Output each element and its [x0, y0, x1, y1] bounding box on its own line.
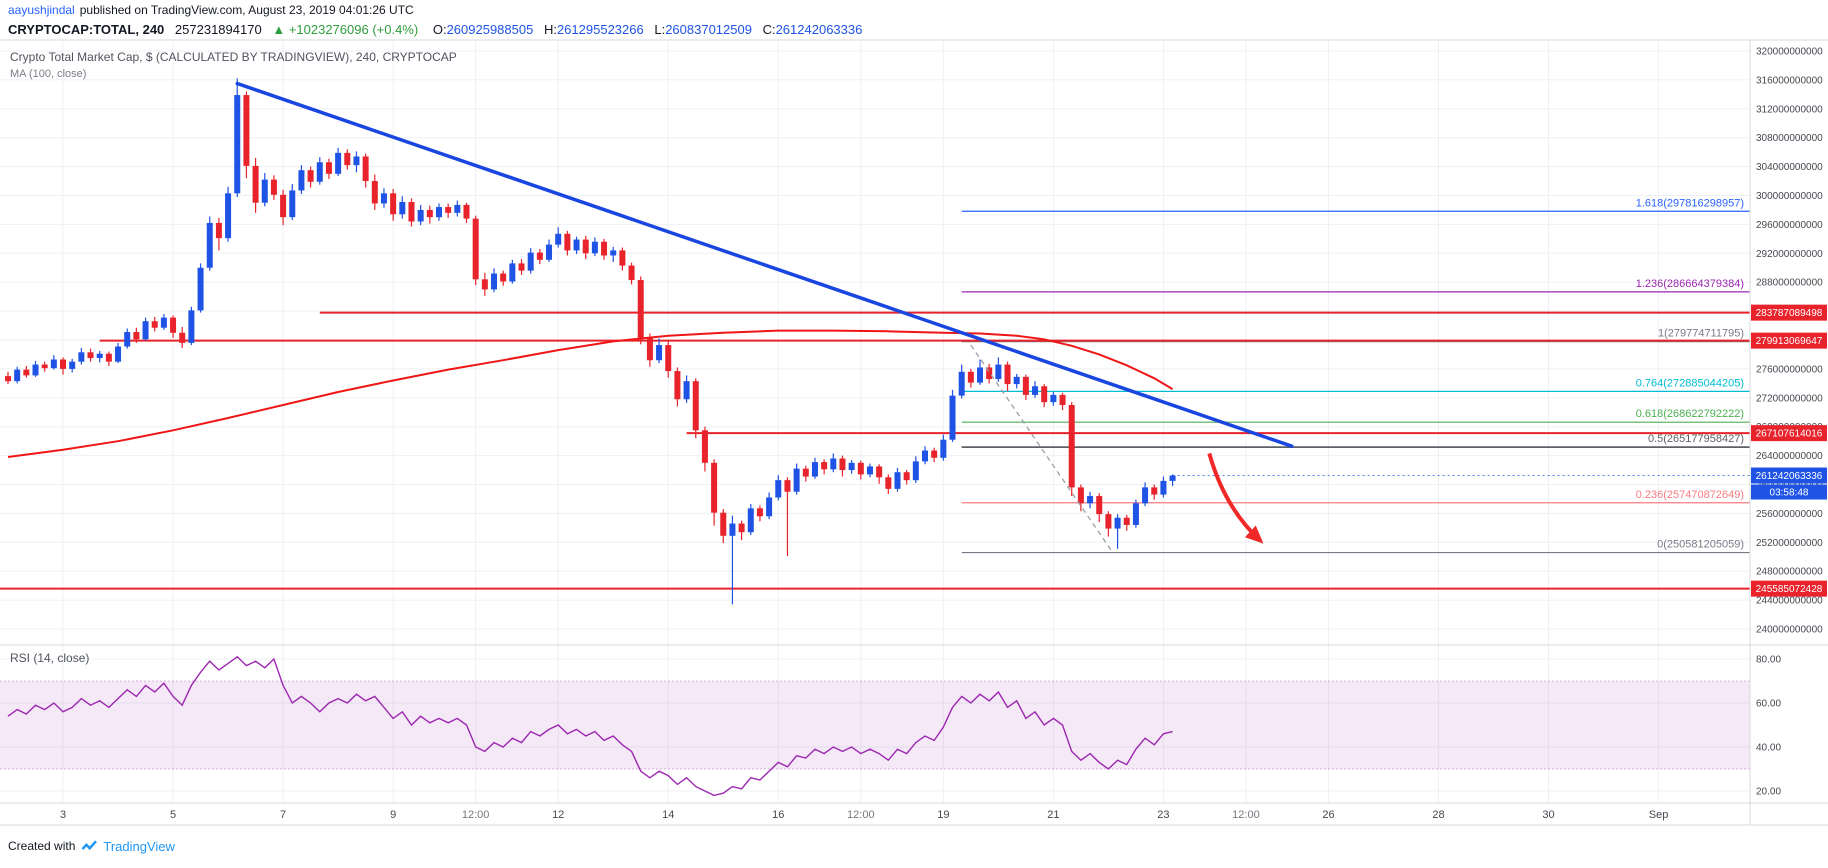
low-label: L: [654, 22, 666, 37]
low-value: 260837012509 [665, 22, 752, 37]
high-value: 261295523266 [556, 22, 644, 37]
svg-text:288000000000: 288000000000 [1756, 278, 1823, 289]
close-value: 261242063336 [775, 22, 863, 37]
svg-text:304000000000: 304000000000 [1756, 162, 1823, 173]
horizontal-level-lines[interactable] [0, 311, 1750, 590]
svg-text:320000000000: 320000000000 [1756, 47, 1823, 58]
svg-text:0.764(272885044205): 0.764(272885044205) [1636, 377, 1744, 389]
svg-text:12: 12 [552, 809, 564, 821]
open-value: 260925988505 [446, 22, 534, 37]
rsi-line [7, 655, 1173, 797]
svg-text:0.236(257470872649): 0.236(257470872649) [1636, 489, 1744, 501]
svg-text:14: 14 [662, 809, 674, 821]
svg-text:3: 3 [60, 809, 66, 821]
rsi-indicator-label[interactable]: RSI (14, close) [10, 651, 90, 665]
svg-text:248000000000: 248000000000 [1756, 567, 1823, 578]
ma-100-line[interactable] [7, 329, 1174, 458]
tradingview-logo-icon[interactable] [80, 837, 98, 855]
dashed-guide-line[interactable] [970, 344, 1112, 551]
svg-text:308000000000: 308000000000 [1756, 133, 1823, 144]
svg-text:40.00: 40.00 [1756, 743, 1781, 754]
svg-text:7: 7 [280, 809, 286, 821]
svg-text:0(250581205059): 0(250581205059) [1657, 539, 1744, 551]
open-label: O: [432, 22, 447, 37]
red-arrow-annotation[interactable] [1207, 452, 1264, 544]
svg-text:9: 9 [390, 809, 396, 821]
svg-text:60.00: 60.00 [1756, 699, 1781, 710]
svg-text:80.00: 80.00 [1756, 655, 1781, 666]
svg-text:1.236(286664379384): 1.236(286664379384) [1636, 278, 1744, 290]
countdown-badge: 03:58:48 [1751, 484, 1827, 500]
svg-text:28: 28 [1432, 809, 1444, 821]
svg-text:23: 23 [1157, 809, 1169, 821]
tradingview-brand-link[interactable]: TradingView [103, 838, 175, 854]
svg-text:5: 5 [170, 809, 176, 821]
svg-text:21: 21 [1047, 809, 1059, 821]
svg-text:256000000000: 256000000000 [1756, 509, 1823, 520]
svg-text:276000000000: 276000000000 [1756, 364, 1823, 375]
svg-text:19: 19 [937, 809, 949, 821]
svg-text:252000000000: 252000000000 [1756, 538, 1823, 549]
svg-text:279913069647: 279913069647 [1756, 336, 1823, 347]
svg-text:0.618(268622792222): 0.618(268622792222) [1636, 408, 1744, 420]
svg-text:245585072428: 245585072428 [1756, 584, 1823, 595]
svg-text:0.5(265177958427): 0.5(265177958427) [1648, 433, 1744, 445]
author-link[interactable]: aayushjindal [8, 3, 75, 17]
price-axis-badges: 283787089498 279913069647 267107614016 2455… [1751, 304, 1827, 597]
svg-text:12:00: 12:00 [847, 809, 875, 821]
svg-text:16: 16 [772, 809, 784, 821]
trendline-drawing[interactable] [235, 81, 1294, 448]
change-value: ▲ +1023276096 (+0.4%) [272, 22, 419, 37]
time-axis[interactable]: 3 5 7 9 12:00 12 14 16 12:00 19 21 23 12:00 26 28 30 Sep [60, 809, 1668, 821]
svg-text:267107614016: 267107614016 [1756, 429, 1823, 440]
last-value: 257231894170 [174, 22, 262, 37]
svg-text:1.618(297816298957): 1.618(297816298957) [1636, 197, 1744, 209]
high-label: H: [543, 22, 557, 37]
rsi-axis[interactable]: 80.00 60.00 40.00 20.00 [1756, 655, 1781, 798]
svg-text:20.00: 20.00 [1756, 787, 1781, 798]
close-label: C: [762, 22, 776, 37]
ma-indicator-label[interactable]: MA (100, close) [10, 68, 87, 80]
svg-text:12:00: 12:00 [462, 809, 490, 821]
svg-text:03:58:48: 03:58:48 [1770, 488, 1809, 499]
svg-text:261242063336: 261242063336 [1756, 471, 1823, 482]
svg-text:272000000000: 272000000000 [1756, 393, 1823, 404]
candles-layer [5, 78, 1176, 605]
ohlc-values: O:260925988505 H:261295523266 L:26083701… [426, 22, 863, 37]
footer: Created with TradingView [8, 837, 175, 855]
rsi-band [0, 680, 1750, 770]
svg-text:296000000000: 296000000000 [1756, 220, 1823, 231]
svg-text:283787089498: 283787089498 [1756, 308, 1823, 319]
svg-text:312000000000: 312000000000 [1756, 104, 1823, 115]
pane-separators [0, 39, 1828, 826]
svg-text:Sep: Sep [1649, 809, 1669, 821]
publish-info-bar: aayushjindal published on TradingView.com… [0, 0, 1828, 20]
svg-text:292000000000: 292000000000 [1756, 249, 1823, 260]
svg-text:240000000000: 240000000000 [1756, 625, 1823, 636]
svg-text:1(279774711795): 1(279774711795) [1658, 328, 1744, 340]
svg-text:264000000000: 264000000000 [1756, 451, 1823, 462]
current-price-badge: 261242063336 [1751, 467, 1827, 484]
svg-text:12:00: 12:00 [1232, 809, 1260, 821]
publish-info-text: published on TradingView.com, August 23,… [79, 3, 414, 17]
svg-text:26: 26 [1322, 809, 1334, 821]
symbol-name[interactable]: CRYPTOCAP:TOTAL, 240 [8, 22, 165, 37]
symbol-legend-bar: CRYPTOCAP:TOTAL, 240 257231894170 ▲ +102… [0, 19, 1828, 40]
up-arrow-icon: ▲ [272, 22, 286, 37]
svg-text:244000000000: 244000000000 [1756, 596, 1823, 607]
svg-text:300000000000: 300000000000 [1756, 191, 1823, 202]
svg-text:316000000000: 316000000000 [1756, 75, 1823, 86]
chart-title[interactable]: Crypto Total Market Cap, $ (CALCULATED B… [10, 50, 457, 64]
created-with-text: Created with [8, 839, 76, 853]
svg-text:30: 30 [1542, 809, 1554, 821]
